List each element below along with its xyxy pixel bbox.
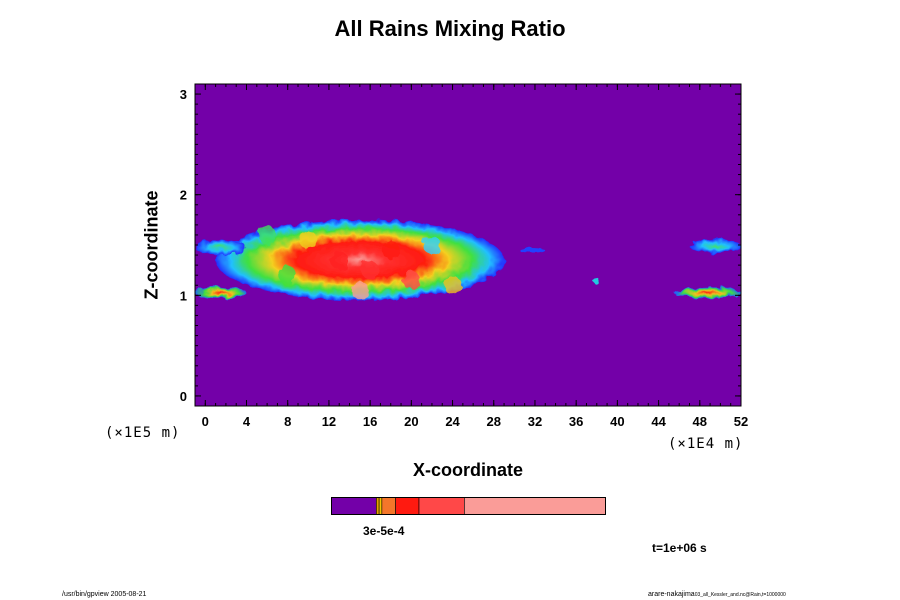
- footer-file: 03_all_Kessler_and.nc@Rain,t=1000000: [694, 592, 786, 598]
- x-tick-label: 20: [404, 414, 418, 429]
- y-tick-label: 1: [180, 288, 187, 303]
- rain-region: [592, 278, 600, 284]
- rain-cell: [278, 266, 297, 285]
- colorbar-tick-labels: 3e-5e-4: [363, 524, 405, 538]
- footer-author: arare-nakajima: [648, 591, 695, 598]
- rain-field: [195, 219, 741, 301]
- colorbar-segment: [395, 497, 420, 515]
- x-axis-scale-label: (×1E4 m): [668, 436, 744, 452]
- x-tick-label: 44: [651, 414, 666, 429]
- x-tick-label: 16: [363, 414, 377, 429]
- rain-region: [195, 239, 247, 256]
- rain-cell: [299, 230, 318, 249]
- x-tick-label: 36: [569, 414, 583, 429]
- colorbar: [331, 497, 606, 515]
- rain-cell: [443, 276, 462, 295]
- rain-cell: [402, 271, 421, 290]
- x-tick-label: 12: [322, 414, 336, 429]
- y-axis-label: Z-coordinate: [141, 190, 162, 300]
- x-tick-label: 8: [284, 414, 291, 429]
- x-tick-label: 24: [445, 414, 460, 429]
- y-axis-scale-label: (×1E5 m): [105, 425, 181, 441]
- rain-region: [689, 238, 741, 254]
- x-tick-label: 40: [610, 414, 624, 429]
- rain-cell: [330, 251, 349, 270]
- rain-region: [195, 287, 247, 299]
- rain-cell: [381, 241, 400, 260]
- rain-cell: [422, 236, 441, 254]
- rain-cell: [350, 281, 369, 300]
- y-tick-label: 0: [180, 389, 187, 404]
- rain-cell: [258, 225, 277, 244]
- plot-frame: [194, 83, 742, 407]
- colorbar-border: [331, 497, 606, 515]
- rain-cell: [361, 261, 380, 280]
- rain-region: [674, 287, 741, 299]
- colorbar-segment: [381, 497, 396, 515]
- x-tick-label: 48: [693, 414, 707, 429]
- x-tick-label: 52: [734, 414, 748, 429]
- x-tick-label: 32: [528, 414, 542, 429]
- x-axis-label: X-coordinate: [412, 460, 523, 480]
- colorbar-segment: [331, 497, 377, 515]
- y-tick-label: 2: [180, 188, 187, 203]
- colorbar-segment: [464, 497, 606, 515]
- colorbar-segment: [378, 497, 383, 515]
- colorbar-segment: [376, 497, 380, 515]
- x-tick-label: 4: [243, 414, 251, 429]
- x-tick-label: 0: [202, 414, 209, 429]
- rain-region: [519, 248, 546, 254]
- chart-title: All Rains Mixing Ratio: [334, 16, 566, 41]
- time-label: t=1e+06 s: [652, 541, 707, 555]
- x-tick-label: 28: [487, 414, 501, 429]
- footer-command: /usr/bin/gpview 2005-08-21: [62, 591, 147, 598]
- colorbar-segment: [418, 497, 465, 515]
- footer-source: arare-nakajima03_all_Kessler_and.nc@Rain…: [648, 591, 786, 598]
- y-tick-label: 3: [180, 87, 187, 102]
